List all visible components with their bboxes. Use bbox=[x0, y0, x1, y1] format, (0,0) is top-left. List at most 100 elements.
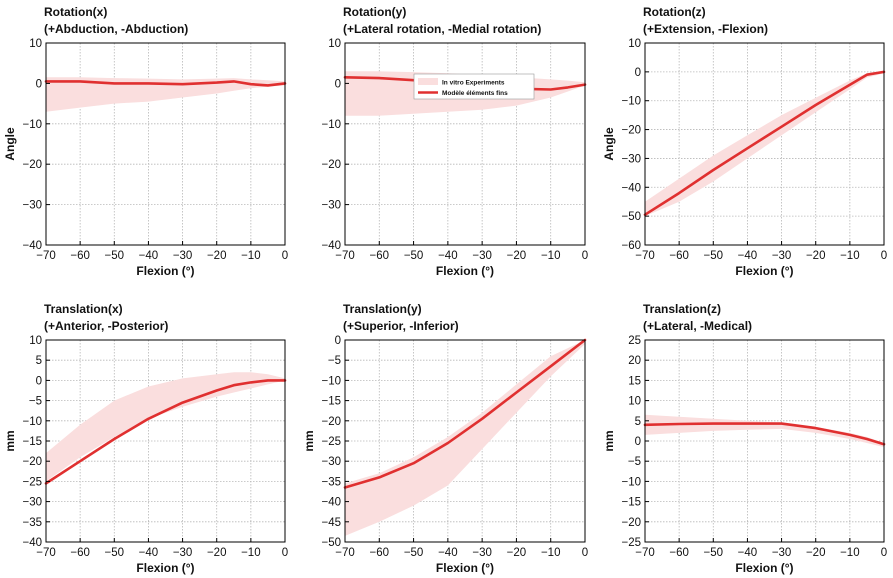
model-line bbox=[343, 338, 587, 489]
y-tick-label: −20 bbox=[22, 456, 42, 468]
x-tick-label: −60 bbox=[669, 250, 689, 262]
x-tick-label: −20 bbox=[806, 547, 826, 559]
panel-5: Translation(y)(+Superior, -Inferior)−70−… bbox=[302, 302, 588, 575]
y-tick-label: −10 bbox=[22, 416, 42, 428]
panel-title: Rotation(z) bbox=[643, 5, 706, 19]
x-tick-label: −40 bbox=[438, 547, 458, 559]
panel-subtitle: (+Abduction, -Abduction) bbox=[44, 22, 188, 36]
legend: In vitro Experiments Modèle éléments fins bbox=[413, 73, 535, 100]
y-tick-label: −40 bbox=[22, 537, 42, 549]
y-tick-label: −45 bbox=[321, 517, 341, 529]
plot-frame bbox=[644, 42, 885, 246]
x-tick-label: −70 bbox=[36, 547, 56, 559]
y-tick-label: −10 bbox=[321, 375, 341, 387]
y-tick-label: −15 bbox=[22, 436, 42, 448]
y-tick-label: −50 bbox=[621, 211, 641, 223]
y-tick-label: −60 bbox=[621, 240, 641, 252]
x-tick-label: −60 bbox=[370, 547, 390, 559]
y-tick-label: 25 bbox=[628, 335, 641, 347]
plot-frame bbox=[45, 42, 286, 246]
y-tick-label: 10 bbox=[328, 38, 341, 50]
x-axis-label: Flexion (°) bbox=[436, 561, 494, 575]
x-tick-label: −50 bbox=[105, 547, 125, 559]
x-tick-label: −10 bbox=[541, 547, 561, 559]
x-tick-label: −30 bbox=[173, 250, 193, 262]
x-tick-label: −30 bbox=[173, 547, 193, 559]
x-tick-label: −20 bbox=[507, 547, 527, 559]
x-tick-label: −70 bbox=[335, 547, 355, 559]
y-tick-label: −50 bbox=[321, 537, 341, 549]
y-tick-label: −10 bbox=[621, 96, 641, 108]
x-tick-label: −60 bbox=[370, 250, 390, 262]
x-tick-label: −10 bbox=[840, 547, 860, 559]
y-tick-label: −15 bbox=[321, 396, 341, 408]
x-tick-label: −40 bbox=[738, 547, 758, 559]
legend-band-swatch bbox=[418, 78, 438, 85]
y-axis-label: mm bbox=[302, 430, 316, 451]
y-tick-label: 15 bbox=[628, 375, 641, 387]
legend-line-label: Modèle éléments fins bbox=[442, 90, 508, 97]
y-axis-label: mm bbox=[602, 430, 616, 451]
plot-frame bbox=[344, 42, 586, 246]
panel-4: Translation(x) (+Anterior, -Posterior) −70… bbox=[3, 302, 288, 575]
panel-subtitle: (+Superior, -Inferior) bbox=[343, 319, 459, 333]
y-tick-label: 0 bbox=[36, 375, 42, 387]
in-vitro-band bbox=[345, 340, 585, 536]
panel-subtitle: (+Lateral rotation, -Medial rotation) bbox=[343, 22, 541, 36]
y-tick-label: −30 bbox=[22, 497, 42, 509]
panel-subtitle: (+Anterior, -Posterior) bbox=[44, 319, 168, 333]
panel-subtitle: (+Lateral, -Medical) bbox=[643, 319, 752, 333]
model-line bbox=[44, 80, 287, 87]
x-tick-label: −60 bbox=[669, 547, 689, 559]
plot-area bbox=[46, 43, 285, 245]
x-tick-label: −70 bbox=[335, 250, 355, 262]
y-tick-label: 0 bbox=[36, 78, 42, 90]
model-line bbox=[643, 70, 886, 216]
in-vitro-band bbox=[46, 77, 285, 112]
y-tick-label: 10 bbox=[29, 38, 42, 50]
x-tick-label: −40 bbox=[139, 250, 159, 262]
y-tick-label: −40 bbox=[321, 240, 341, 252]
x-tick-label: −30 bbox=[472, 250, 492, 262]
x-tick-label: −60 bbox=[70, 250, 90, 262]
x-tick-label: 0 bbox=[582, 250, 588, 262]
x-tick-label: −50 bbox=[404, 547, 424, 559]
x-tick-label: −50 bbox=[105, 250, 125, 262]
y-tick-label: −30 bbox=[621, 153, 641, 165]
panel-title: Translation(z) bbox=[643, 302, 721, 316]
y-tick-label: −30 bbox=[22, 200, 42, 212]
in-vitro-band bbox=[645, 70, 884, 217]
panel-2: Rotation(y) (+Lateral rotation, -Medial r… bbox=[321, 5, 588, 278]
x-tick-label: −60 bbox=[70, 547, 90, 559]
y-tick-label: 0 bbox=[335, 335, 341, 347]
panel-title: Translation(y) bbox=[343, 302, 422, 316]
y-tick-label: 10 bbox=[628, 38, 641, 50]
x-tick-label: −10 bbox=[541, 250, 561, 262]
x-tick-label: −10 bbox=[241, 547, 261, 559]
y-tick-label: −20 bbox=[621, 517, 641, 529]
model-line bbox=[643, 422, 886, 446]
x-tick-label: −50 bbox=[704, 250, 724, 262]
x-tick-label: −70 bbox=[635, 547, 655, 559]
y-tick-label: −40 bbox=[22, 240, 42, 252]
y-tick-label: −40 bbox=[621, 182, 641, 194]
x-tick-label: −40 bbox=[738, 250, 758, 262]
x-tick-label: −70 bbox=[36, 250, 56, 262]
in-vitro-band bbox=[46, 372, 285, 482]
y-tick-label: −35 bbox=[321, 476, 341, 488]
legend-band-label: In vitro Experiments bbox=[442, 80, 505, 87]
x-tick-label: 0 bbox=[881, 250, 887, 262]
panel-title: Translation(x) bbox=[44, 302, 123, 316]
x-axis-label: Flexion (°) bbox=[136, 561, 194, 575]
y-tick-label: 5 bbox=[36, 355, 42, 367]
y-tick-label: −20 bbox=[321, 159, 341, 171]
x-tick-label: 0 bbox=[282, 547, 288, 559]
y-tick-label: −35 bbox=[22, 517, 42, 529]
x-tick-label: 0 bbox=[881, 547, 887, 559]
x-axis-label: Flexion (°) bbox=[735, 561, 793, 575]
y-tick-label: −5 bbox=[29, 396, 42, 408]
y-tick-label: −30 bbox=[321, 456, 341, 468]
model-line bbox=[44, 379, 287, 485]
x-tick-label: −50 bbox=[404, 250, 424, 262]
